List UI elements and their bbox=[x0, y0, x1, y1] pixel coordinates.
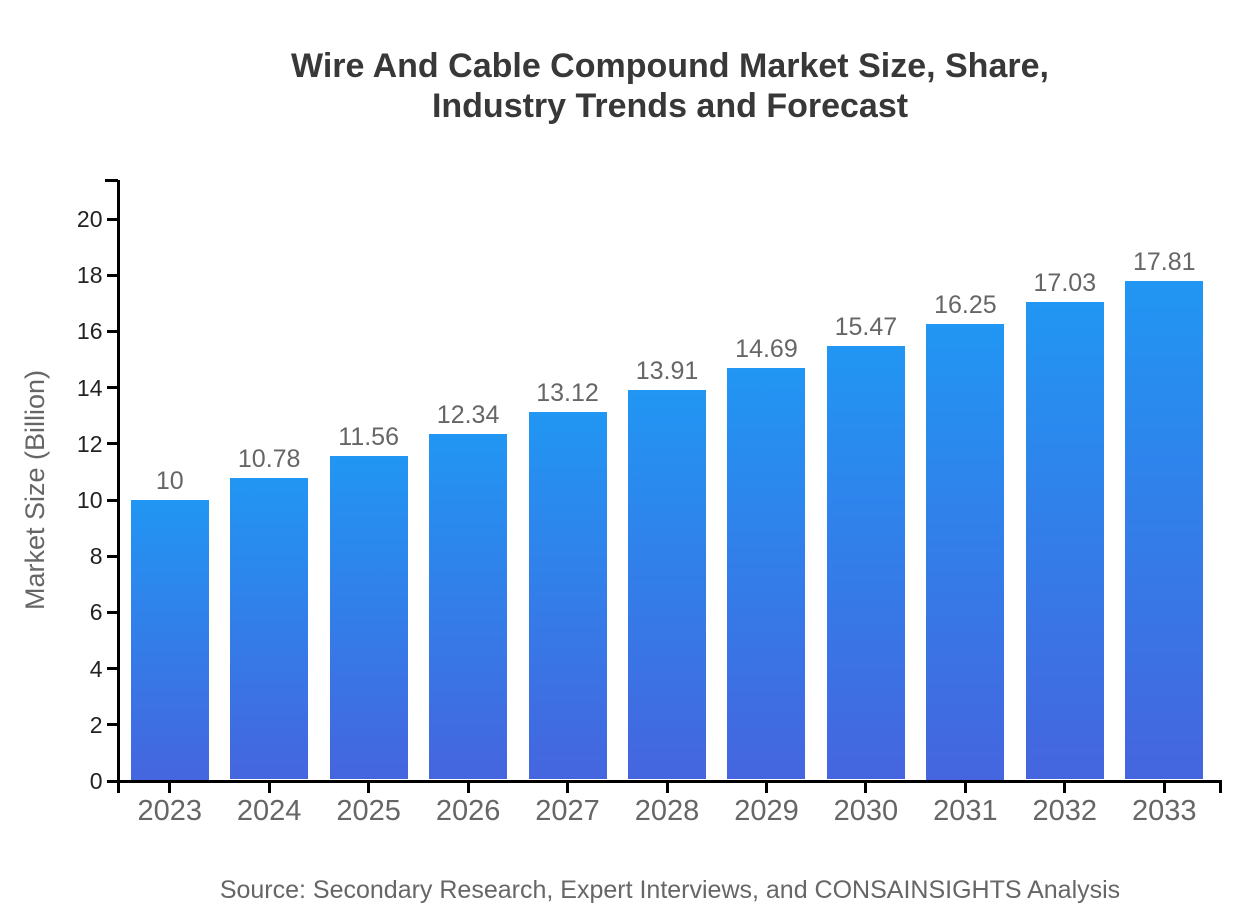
y-tick-mark bbox=[106, 610, 118, 614]
x-tick-label: 2029 bbox=[734, 795, 799, 827]
bar-2030 bbox=[826, 346, 905, 780]
x-tick-label: 2030 bbox=[833, 795, 899, 827]
x-tick-mark bbox=[466, 782, 470, 793]
y-tick-label: 4 bbox=[89, 655, 103, 682]
x-tick-label: 2024 bbox=[236, 795, 302, 827]
bar-2032 bbox=[1025, 302, 1104, 780]
x-tick-label: 2033 bbox=[1132, 795, 1197, 827]
x-tick-mark bbox=[864, 782, 868, 793]
bar-value-label: 10 bbox=[155, 467, 184, 495]
x-tick-mark bbox=[1162, 782, 1166, 793]
y-tick-label: 20 bbox=[76, 206, 103, 232]
bar-2023 bbox=[130, 500, 209, 780]
y-tick-label: 12 bbox=[76, 430, 103, 457]
chart-title-line2: Industry Trends and Forecast bbox=[431, 87, 909, 125]
x-axis-right-cap bbox=[1219, 781, 1222, 793]
x-axis-line bbox=[118, 779, 1222, 783]
bar-value-label: 10.78 bbox=[237, 445, 301, 474]
source-note: Source: Secondary Research, Expert Inter… bbox=[219, 876, 1121, 904]
y-axis-line bbox=[116, 180, 120, 793]
x-tick-mark bbox=[963, 782, 967, 793]
x-tick-label: 2032 bbox=[1032, 795, 1098, 827]
bar-2025 bbox=[329, 456, 408, 780]
bar-2031 bbox=[926, 324, 1005, 780]
bar-value-label: 17.81 bbox=[1132, 247, 1196, 276]
y-axis-top-cap bbox=[104, 178, 118, 182]
y-tick-label: 10 bbox=[76, 487, 103, 513]
bar-2027 bbox=[528, 412, 607, 780]
bar-value-label: 15.47 bbox=[834, 313, 898, 342]
bar-2033 bbox=[1125, 280, 1204, 780]
bar-2028 bbox=[628, 390, 706, 780]
y-tick-label: 18 bbox=[76, 262, 103, 289]
y-tick-mark bbox=[106, 779, 118, 783]
x-tick-mark bbox=[1063, 782, 1067, 793]
y-tick-label: 8 bbox=[89, 543, 103, 570]
y-tick-label: 0 bbox=[89, 768, 103, 794]
bar-2024 bbox=[230, 478, 309, 780]
bar-value-label: 17.03 bbox=[1033, 269, 1097, 298]
bar-value-label: 13.91 bbox=[635, 357, 699, 386]
y-tick-mark bbox=[106, 386, 118, 390]
bar-value-label: 14.69 bbox=[735, 335, 798, 364]
y-tick-label: 16 bbox=[76, 318, 103, 345]
y-tick-mark bbox=[106, 442, 118, 446]
x-tick-mark bbox=[367, 782, 371, 793]
y-tick-mark bbox=[106, 667, 118, 671]
chart-title-line1: Wire And Cable Compound Market Size, Sha… bbox=[291, 47, 1049, 85]
bar-value-label: 13.12 bbox=[536, 379, 599, 408]
x-tick-mark bbox=[168, 782, 172, 793]
bar-2029 bbox=[727, 368, 806, 780]
bar-value-label: 16.25 bbox=[934, 291, 997, 320]
y-tick-label: 6 bbox=[89, 599, 103, 626]
chart-title: Wire And Cable Compound Market Size, Sha… bbox=[118, 46, 1222, 126]
y-tick-label: 2 bbox=[89, 711, 103, 738]
bar-value-label: 11.56 bbox=[338, 423, 399, 452]
y-tick-mark bbox=[106, 329, 118, 333]
bar-value-label: 12.34 bbox=[436, 401, 500, 430]
y-tick-label: 14 bbox=[76, 374, 103, 401]
y-tick-mark bbox=[106, 217, 118, 221]
x-tick-mark bbox=[764, 782, 768, 793]
y-tick-mark bbox=[106, 723, 118, 727]
x-tick-label: 2031 bbox=[933, 795, 998, 827]
bar-2026 bbox=[429, 434, 508, 780]
x-tick-label: 2027 bbox=[535, 795, 600, 827]
x-tick-mark bbox=[665, 782, 669, 793]
y-tick-mark bbox=[106, 273, 118, 277]
x-tick-label: 2025 bbox=[336, 795, 401, 827]
x-tick-label: 2023 bbox=[137, 795, 202, 827]
y-tick-mark bbox=[106, 498, 118, 502]
x-tick-label: 2028 bbox=[634, 795, 700, 827]
y-tick-mark bbox=[106, 554, 118, 558]
x-tick-mark bbox=[566, 782, 570, 793]
x-tick-label: 2026 bbox=[435, 795, 501, 827]
x-tick-mark bbox=[267, 782, 271, 793]
